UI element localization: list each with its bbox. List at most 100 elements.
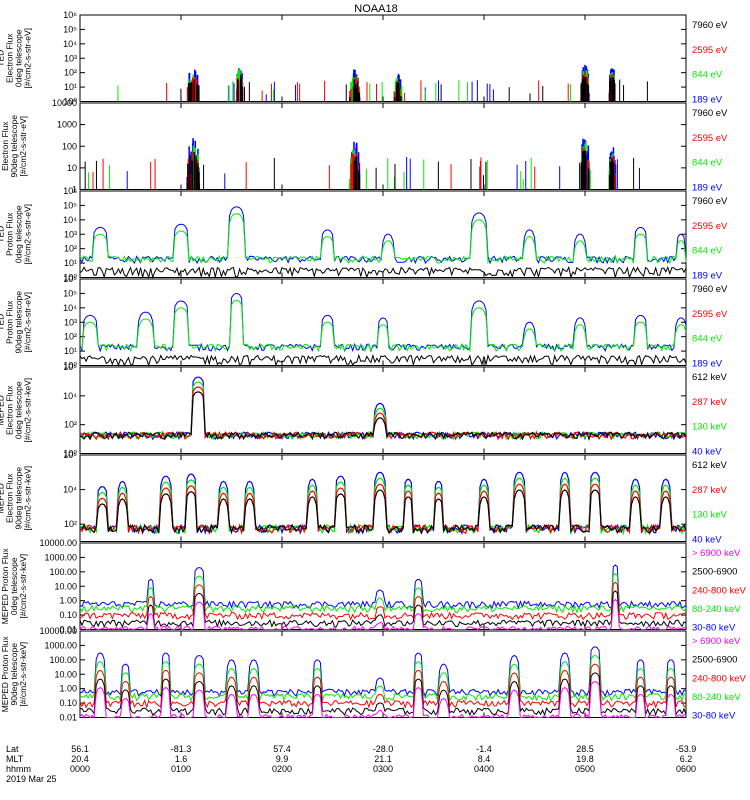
series-line (79, 572, 687, 614)
footer-label-hhmm: hhmm (6, 764, 31, 774)
y-tick-label: 10000.00 (39, 626, 77, 636)
series-line (79, 581, 687, 621)
y-axis-label: 0deg telescope (14, 381, 24, 439)
panel-4: 10⁰ 10¹ 10² 10³ 10⁴ 10⁵ 10⁶ TED Proton Flux 90deg… (0, 274, 728, 371)
series-group (79, 646, 687, 720)
legend-entry: 2500-6900 (692, 567, 737, 578)
y-axis-label: [#/cm2-s-str-eV] (23, 292, 33, 352)
legend-entry: 7960 eV (692, 284, 728, 295)
y-tick-label: 10⁴ (63, 303, 77, 313)
series-line (79, 293, 687, 353)
series-line (79, 265, 687, 280)
y-tick-label: 10000.00 (39, 538, 77, 548)
y-tick-label: 10⁶ (63, 10, 77, 20)
y-tick-label: 10⁶ (63, 362, 77, 372)
y-axis-label: [#/cm2-s-str-eV] (23, 204, 33, 264)
y-tick-label: 0.10 (59, 698, 77, 708)
y-tick-label: 10.00 (54, 669, 77, 679)
footer-mlt-value: 1.6 (175, 754, 188, 764)
legend-entry: 189 eV (692, 359, 723, 370)
panel-1: 10⁰ 10¹ 10² 10³ 10⁴ 10⁵ 10⁶ TED Electron Flux 0de… (0, 10, 728, 107)
y-axis-label: [#/cm2-s-str-keV] (18, 554, 28, 619)
series-line (79, 381, 687, 441)
y-tick-label: 10⁰ (63, 97, 77, 107)
legend-entry: 240-800 keV (692, 585, 747, 596)
y-axis-label: Electron Flux (5, 33, 15, 83)
legend-entry: 844 eV (692, 334, 723, 345)
y-tick-label: 10000 (52, 98, 77, 108)
footer-hhmm-value: 0100 (171, 764, 191, 774)
legend-entry: 612 keV (692, 460, 728, 471)
y-axis-label: TED (0, 226, 6, 243)
y-tick-label: 10⁶ (63, 186, 77, 196)
legend-entry: 287 keV (692, 485, 728, 496)
y-axis-label: 90deg telescope (14, 291, 24, 354)
series-line (79, 489, 687, 536)
legend-entry: > 6900 keV (692, 548, 741, 559)
legend-entry: 240-800 keV (692, 673, 747, 684)
panel-frame (79, 102, 687, 190)
y-tick-label: 1000.00 (44, 552, 77, 562)
legend-entry: 2595 eV (692, 309, 728, 320)
series-line (79, 598, 687, 631)
legend-entry: 189 eV (692, 95, 723, 106)
y-axis-label: [#/cm2-s-str-keV] (23, 466, 33, 531)
y-tick-label: 10⁵ (63, 200, 77, 210)
y-tick-label: 10² (64, 244, 77, 254)
y-tick-label: 1000 (57, 120, 77, 130)
y-label-group: TED Proton Flux 90deg telescope [#/cm2-s-st… (0, 291, 33, 354)
footer-mlt-value: 19.8 (576, 754, 594, 764)
series-line (79, 213, 687, 265)
panel-frame (79, 542, 687, 630)
series-line (79, 564, 687, 610)
y-label-group: TED Electron Flux 0deg telescope [#/cm2-s-s… (0, 28, 33, 88)
y-axis-label: 0deg telescope (14, 29, 24, 87)
legend-entry: 40 keV (692, 535, 722, 546)
footer-mlt-value: 8.4 (478, 754, 491, 764)
y-tick-label: 10³ (64, 53, 77, 63)
series-line (79, 590, 687, 629)
y-tick-label: 10¹ (64, 258, 77, 268)
y-tick-label: 10² (64, 68, 77, 78)
footer-mlt-value: 6.2 (680, 754, 693, 764)
footer-mlt-value: 9.9 (276, 754, 289, 764)
y-tick-label: 10⁵ (63, 288, 77, 298)
panel-3: 10⁰ 10¹ 10² 10³ 10⁴ 10⁵ 10⁶ TED Proton Flux 0deg … (0, 186, 728, 283)
y-label-group: MEPED Proton Flux 90deg telescope [#/cm2-s… (0, 635, 28, 712)
y-axis-label: MEPED (0, 483, 6, 513)
footer-hhmm-value: 0500 (575, 764, 595, 774)
y-axis-label: MEPED Proton Flux (0, 635, 10, 712)
legend-entry: 189 eV (692, 271, 723, 282)
y-tick-label: 10⁵ (63, 24, 77, 34)
footer-lat-value: 57.4 (273, 744, 291, 754)
y-axis-label: [#/cm2-s-str-keV] (23, 378, 33, 443)
y-tick-label: 100.00 (49, 567, 77, 577)
y-axis-label: [#/cm2-s-str-eV] (23, 28, 33, 88)
y-label-group: MEPED Electron Flux 0deg telescope [#/cm2-s… (0, 378, 33, 443)
series-group (84, 138, 640, 190)
series-line (79, 206, 687, 265)
y-tick-label: 1000.00 (44, 640, 77, 650)
y-tick-label: 0.01 (59, 713, 77, 723)
legend-entry: 2595 eV (692, 221, 728, 232)
y-axis-label: Electron Flux (0, 121, 10, 171)
footer-hhmm-value: 0200 (272, 764, 292, 774)
series-line (79, 680, 687, 720)
y-tick-label: 1.00 (59, 684, 77, 694)
footer-hhmm-value: 0600 (676, 764, 696, 774)
series-line (79, 376, 687, 441)
series-line (79, 663, 687, 709)
y-axis-label: [#/cm2-s-str-keV] (18, 642, 28, 707)
series-group (79, 206, 687, 280)
y-tick-label: 10.00 (54, 581, 77, 591)
y-axis-label: 0deg telescope (9, 557, 19, 615)
series-line (79, 477, 687, 536)
legend-entry: 40 keV (692, 447, 722, 458)
y-axis-label: [#/cm2-s-str-eV] (18, 116, 28, 176)
y-axis-label: 90deg telescope (9, 643, 19, 706)
series-line (79, 391, 687, 441)
y-tick-label: 10⁴ (63, 485, 77, 495)
footer-lat-value: 28.5 (576, 744, 594, 754)
